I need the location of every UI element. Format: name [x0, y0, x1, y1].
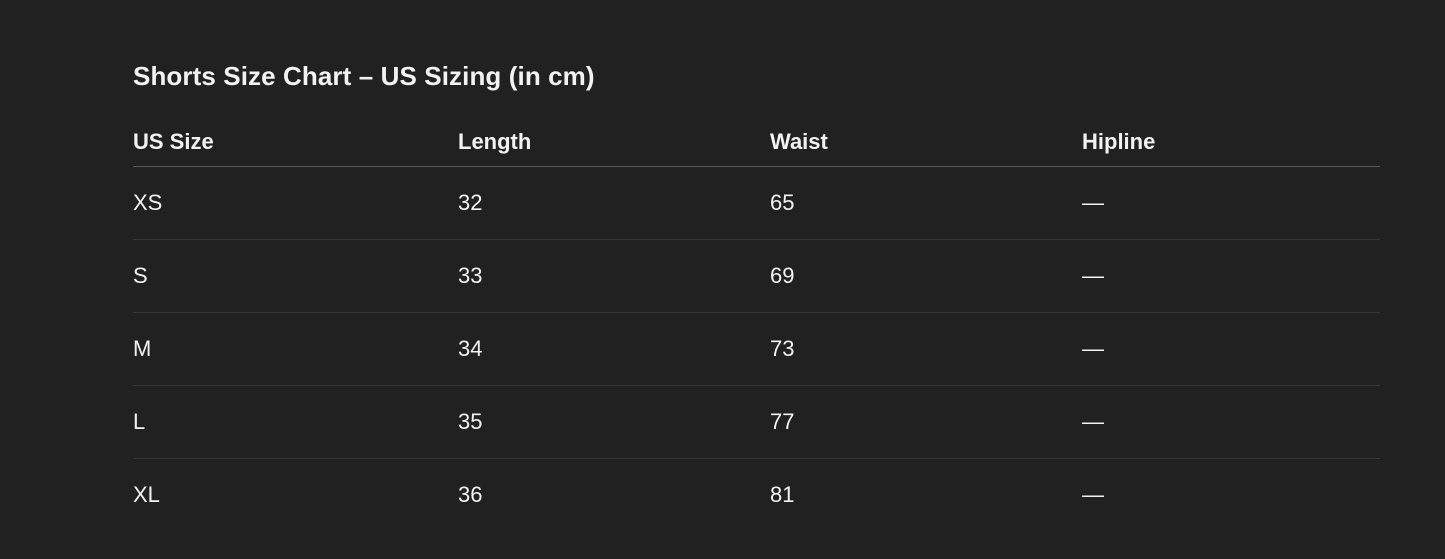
column-header-us-size: US Size	[133, 118, 458, 167]
cell-waist: 65	[770, 166, 1082, 240]
column-header-waist: Waist	[770, 118, 1082, 167]
cell-length: 35	[458, 385, 770, 459]
table-row: XL 36 81 —	[133, 459, 1380, 532]
cell-length: 33	[458, 239, 770, 313]
cell-waist: 81	[770, 482, 795, 507]
cell-waist: 77	[770, 385, 1082, 459]
cell-size: L	[133, 385, 458, 459]
cell-waist: 73	[770, 312, 1082, 386]
cell-size: XL	[133, 482, 160, 507]
cell-size: M	[133, 312, 458, 386]
column-header-length: Length	[458, 118, 770, 167]
cell-size: XS	[133, 166, 458, 240]
table-header-row: US Size Length Waist Hipline	[133, 118, 1380, 167]
cell-waist: 69	[770, 239, 1082, 313]
table-row: M 34 73—	[133, 312, 1380, 386]
cell-length: 32	[458, 166, 770, 240]
table-row: XS 32 65—	[133, 166, 1380, 240]
cell-length: 36	[458, 482, 483, 507]
cell-size: S	[133, 239, 458, 313]
size-chart-table: US Size Length Waist Hipline XS 32 65— S 33 6…	[133, 118, 1380, 531]
cell-hipline: —	[1082, 312, 1380, 386]
column-header-hipline: Hipline	[1082, 118, 1380, 167]
cell-length: 34	[458, 312, 770, 386]
cell-hipline: —	[1082, 482, 1104, 507]
table-row: L 35 77—	[133, 385, 1380, 459]
table-row: S 33 69—	[133, 239, 1380, 313]
cell-hipline: —	[1082, 385, 1380, 459]
page-title: Shorts Size Chart – US Sizing (in cm)	[133, 61, 595, 91]
cell-hipline: —	[1082, 166, 1380, 240]
cell-hipline: —	[1082, 239, 1380, 313]
